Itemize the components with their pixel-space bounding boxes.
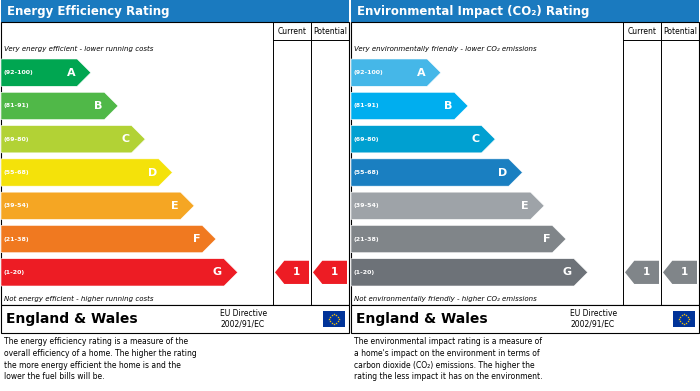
- Polygon shape: [351, 92, 468, 120]
- Text: (81-91): (81-91): [354, 104, 379, 108]
- Text: (55-68): (55-68): [354, 170, 379, 175]
- Text: A: A: [416, 68, 425, 78]
- Polygon shape: [351, 59, 441, 86]
- Bar: [1, 0, 349, 22]
- Text: B: B: [444, 101, 452, 111]
- Text: 1: 1: [681, 267, 688, 277]
- Polygon shape: [351, 159, 522, 186]
- Polygon shape: [313, 261, 347, 284]
- Polygon shape: [1, 259, 238, 286]
- Polygon shape: [1, 192, 194, 219]
- Polygon shape: [1, 226, 216, 253]
- Text: E: E: [171, 201, 178, 211]
- Text: England & Wales: England & Wales: [6, 312, 138, 326]
- Polygon shape: [1, 126, 145, 153]
- Polygon shape: [275, 261, 309, 284]
- Text: (69-80): (69-80): [354, 137, 379, 142]
- Polygon shape: [1, 59, 91, 86]
- Text: (55-68): (55-68): [4, 170, 29, 175]
- Text: D: D: [498, 167, 507, 178]
- Text: The energy efficiency rating is a measure of the
overall efficiency of a home. T: The energy efficiency rating is a measur…: [4, 337, 197, 381]
- Bar: [351, 22, 699, 305]
- Polygon shape: [351, 259, 588, 286]
- Text: The environmental impact rating is a measure of
a home's impact on the environme: The environmental impact rating is a mea…: [354, 337, 542, 381]
- Text: (1-20): (1-20): [4, 270, 25, 275]
- Bar: [351, 305, 699, 333]
- Text: Potential: Potential: [663, 27, 697, 36]
- Polygon shape: [351, 126, 495, 153]
- Bar: [323, 311, 345, 327]
- Text: B: B: [94, 101, 102, 111]
- Text: Potential: Potential: [313, 27, 347, 36]
- Text: 1: 1: [293, 267, 300, 277]
- Text: E: E: [521, 201, 528, 211]
- Polygon shape: [1, 159, 172, 186]
- Bar: [1, 305, 349, 333]
- Text: A: A: [66, 68, 75, 78]
- Text: Not energy efficient - higher running costs: Not energy efficient - higher running co…: [4, 296, 153, 302]
- Text: Not environmentally friendly - higher CO₂ emissions: Not environmentally friendly - higher CO…: [354, 296, 537, 302]
- Polygon shape: [1, 92, 118, 120]
- Polygon shape: [625, 261, 659, 284]
- Text: EU Directive
2002/91/EC: EU Directive 2002/91/EC: [570, 309, 617, 329]
- Text: C: C: [121, 134, 130, 144]
- Text: D: D: [148, 167, 157, 178]
- Polygon shape: [351, 226, 566, 253]
- Text: (81-91): (81-91): [4, 104, 29, 108]
- Text: EU Directive
2002/91/EC: EU Directive 2002/91/EC: [220, 309, 267, 329]
- Text: Very energy efficient - lower running costs: Very energy efficient - lower running co…: [4, 46, 153, 52]
- Text: Current: Current: [627, 27, 657, 36]
- Text: Very environmentally friendly - lower CO₂ emissions: Very environmentally friendly - lower CO…: [354, 46, 537, 52]
- Text: England & Wales: England & Wales: [356, 312, 488, 326]
- Text: C: C: [471, 134, 480, 144]
- Text: 1: 1: [331, 267, 338, 277]
- Text: Current: Current: [277, 27, 307, 36]
- Text: (21-38): (21-38): [4, 237, 29, 242]
- Text: (69-80): (69-80): [4, 137, 29, 142]
- Text: (21-38): (21-38): [354, 237, 379, 242]
- Bar: [351, 0, 699, 22]
- Text: G: G: [213, 267, 222, 277]
- Text: (92-100): (92-100): [354, 70, 384, 75]
- Bar: [1, 22, 349, 305]
- Text: (1-20): (1-20): [354, 270, 375, 275]
- Text: (39-54): (39-54): [354, 203, 379, 208]
- Text: (39-54): (39-54): [4, 203, 29, 208]
- Bar: [673, 311, 695, 327]
- Text: F: F: [542, 234, 550, 244]
- Polygon shape: [663, 261, 697, 284]
- Text: F: F: [193, 234, 200, 244]
- Polygon shape: [351, 192, 544, 219]
- Text: Energy Efficiency Rating: Energy Efficiency Rating: [7, 5, 169, 18]
- Text: G: G: [563, 267, 572, 277]
- Text: 1: 1: [643, 267, 650, 277]
- Text: (92-100): (92-100): [4, 70, 34, 75]
- Text: Environmental Impact (CO₂) Rating: Environmental Impact (CO₂) Rating: [357, 5, 589, 18]
